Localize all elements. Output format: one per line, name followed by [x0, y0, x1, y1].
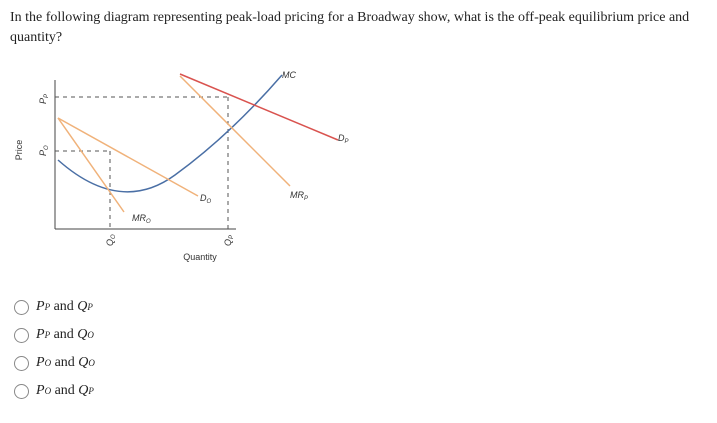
- do-label: DO: [200, 193, 212, 205]
- symbol: Q: [77, 327, 88, 342]
- po-label: PO: [38, 145, 50, 156]
- symbol: P: [36, 355, 45, 370]
- dp-line: [179, 73, 339, 141]
- symbol: P: [38, 150, 48, 156]
- subscript: P: [304, 196, 308, 202]
- conj: and: [53, 299, 74, 314]
- dp-label: DP: [338, 133, 349, 145]
- mrp-line: [179, 75, 291, 187]
- question: In the following diagram representing pe…: [10, 10, 690, 45]
- symbol: P: [36, 383, 45, 398]
- subscript: O: [111, 234, 117, 239]
- subscript: O: [207, 199, 212, 205]
- radio[interactable]: [14, 355, 29, 371]
- conj: and: [54, 355, 75, 370]
- x-axis-label: Quantity: [183, 252, 217, 262]
- radio[interactable]: [14, 327, 29, 343]
- subscript: P: [87, 302, 93, 312]
- radio[interactable]: [14, 383, 29, 399]
- radio[interactable]: [14, 299, 29, 315]
- qp-label: QP: [223, 235, 235, 246]
- symbol: P: [38, 98, 48, 104]
- symbol: Q: [77, 299, 88, 314]
- subscript: P: [44, 94, 50, 98]
- subscript: O: [44, 358, 52, 368]
- subscript: P: [88, 386, 94, 396]
- symbol: D: [338, 133, 345, 143]
- do-line: [57, 117, 199, 197]
- subscript: P: [44, 330, 51, 340]
- symbol: Q: [78, 383, 89, 398]
- subscript: O: [44, 145, 50, 150]
- symbol: D: [200, 193, 207, 203]
- symbol: P: [36, 327, 45, 342]
- mc-label: MC: [282, 70, 296, 80]
- subscript: O: [146, 219, 151, 225]
- conj: and: [54, 383, 75, 398]
- symbol: MR: [132, 213, 146, 223]
- subscript: O: [88, 358, 95, 368]
- mrp-label: MRP: [290, 190, 308, 202]
- symbol: Q: [105, 239, 115, 246]
- pp-label: PP: [38, 94, 50, 104]
- subscript: P: [345, 139, 349, 145]
- subscript: P: [44, 302, 51, 312]
- mro-line: [57, 117, 125, 213]
- conj: and: [53, 327, 74, 342]
- subscript: P: [229, 235, 235, 239]
- mro-label: MRO: [132, 213, 151, 225]
- guides: [55, 96, 229, 229]
- subscript: O: [87, 330, 94, 340]
- symbol: Q: [223, 239, 233, 246]
- symbol: P: [36, 299, 45, 314]
- symbol: Q: [78, 355, 89, 370]
- subscript: O: [44, 386, 52, 396]
- mc-curve: [57, 74, 283, 193]
- y-axis-label: Price: [14, 140, 24, 161]
- qo-label: QO: [105, 234, 117, 246]
- symbol: MR: [290, 190, 304, 200]
